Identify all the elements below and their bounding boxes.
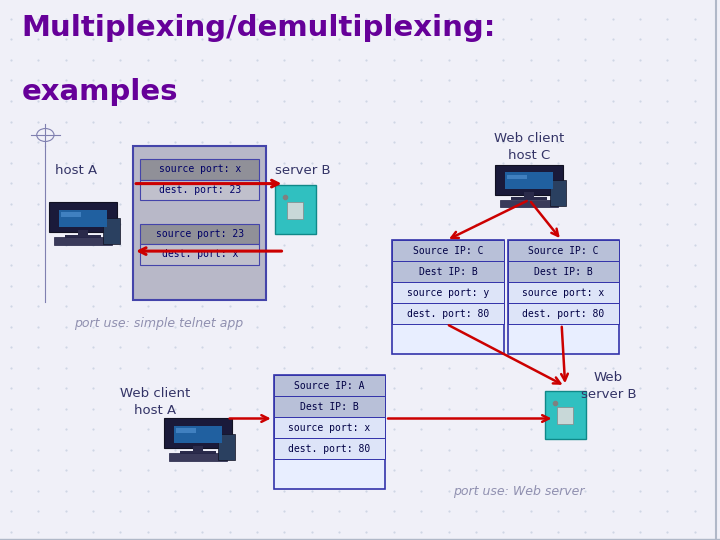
- Text: server B: server B: [274, 164, 330, 177]
- Text: source port: x: source port: x: [288, 423, 371, 433]
- FancyBboxPatch shape: [274, 438, 385, 459]
- FancyBboxPatch shape: [508, 282, 619, 303]
- Text: Dest IP: B: Dest IP: B: [534, 267, 593, 276]
- FancyBboxPatch shape: [133, 146, 266, 300]
- FancyBboxPatch shape: [176, 428, 196, 433]
- FancyBboxPatch shape: [59, 210, 107, 227]
- FancyBboxPatch shape: [164, 418, 232, 448]
- Text: dest. port: 80: dest. port: 80: [288, 443, 371, 454]
- Text: source port: y: source port: y: [407, 288, 490, 298]
- Text: host A: host A: [55, 164, 96, 177]
- FancyBboxPatch shape: [544, 391, 586, 438]
- Text: Web client
host C: Web client host C: [494, 132, 564, 163]
- Text: Dest IP: B: Dest IP: B: [419, 267, 477, 276]
- FancyBboxPatch shape: [392, 240, 504, 261]
- FancyBboxPatch shape: [174, 426, 222, 443]
- FancyBboxPatch shape: [392, 261, 504, 282]
- Text: Dest IP: B: Dest IP: B: [300, 402, 359, 411]
- FancyBboxPatch shape: [180, 450, 216, 454]
- FancyBboxPatch shape: [511, 197, 547, 200]
- FancyBboxPatch shape: [508, 174, 527, 179]
- FancyBboxPatch shape: [168, 454, 228, 461]
- FancyBboxPatch shape: [508, 261, 619, 282]
- Text: examples: examples: [22, 78, 178, 106]
- FancyBboxPatch shape: [495, 165, 563, 194]
- FancyBboxPatch shape: [557, 407, 573, 424]
- FancyBboxPatch shape: [193, 446, 203, 452]
- Text: Web client
host A: Web client host A: [120, 387, 190, 417]
- FancyBboxPatch shape: [392, 303, 504, 324]
- FancyBboxPatch shape: [274, 417, 385, 438]
- FancyBboxPatch shape: [392, 282, 504, 303]
- Text: dest. port: 80: dest. port: 80: [522, 308, 605, 319]
- FancyBboxPatch shape: [61, 212, 81, 217]
- Text: source port: x: source port: x: [158, 164, 241, 174]
- FancyBboxPatch shape: [274, 396, 385, 417]
- FancyBboxPatch shape: [54, 238, 112, 245]
- FancyBboxPatch shape: [508, 303, 619, 324]
- FancyBboxPatch shape: [549, 180, 566, 206]
- FancyBboxPatch shape: [508, 240, 619, 261]
- FancyBboxPatch shape: [274, 375, 385, 396]
- FancyBboxPatch shape: [140, 159, 259, 179]
- Text: dest. port: 80: dest. port: 80: [407, 308, 490, 319]
- FancyBboxPatch shape: [274, 186, 316, 233]
- Text: source port: x: source port: x: [522, 288, 605, 298]
- Text: Source IP: C: Source IP: C: [413, 246, 483, 256]
- FancyBboxPatch shape: [103, 218, 120, 244]
- FancyBboxPatch shape: [65, 234, 101, 238]
- FancyBboxPatch shape: [505, 172, 553, 189]
- Text: Source IP: A: Source IP: A: [294, 381, 364, 391]
- Text: dest. port: x: dest. port: x: [161, 249, 238, 260]
- FancyBboxPatch shape: [140, 224, 259, 244]
- FancyBboxPatch shape: [78, 230, 88, 236]
- Text: port use: Web server: port use: Web server: [453, 485, 584, 498]
- Text: port use: simple telnet app: port use: simple telnet app: [74, 318, 243, 330]
- FancyBboxPatch shape: [218, 434, 235, 460]
- FancyBboxPatch shape: [524, 192, 534, 198]
- Text: Source IP: C: Source IP: C: [528, 246, 598, 256]
- Text: Multiplexing/demultiplexing:: Multiplexing/demultiplexing:: [22, 14, 496, 42]
- FancyBboxPatch shape: [500, 200, 559, 207]
- FancyBboxPatch shape: [49, 202, 117, 232]
- Text: Web
server B: Web server B: [580, 371, 636, 401]
- FancyBboxPatch shape: [287, 202, 303, 219]
- FancyBboxPatch shape: [274, 375, 385, 489]
- FancyBboxPatch shape: [508, 240, 619, 354]
- Text: dest. port: 23: dest. port: 23: [158, 185, 241, 195]
- Text: source port: 23: source port: 23: [156, 229, 244, 239]
- FancyBboxPatch shape: [140, 244, 259, 265]
- FancyBboxPatch shape: [392, 240, 504, 354]
- FancyBboxPatch shape: [140, 179, 259, 200]
